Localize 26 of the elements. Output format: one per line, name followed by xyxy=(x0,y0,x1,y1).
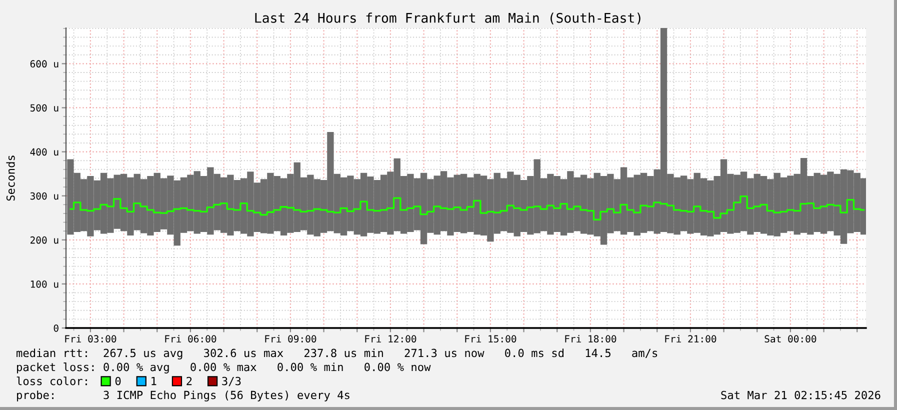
x-tick-label: Fri 12:00 xyxy=(365,334,416,343)
x-tick-label: Fri 21:00 xyxy=(665,334,716,343)
y-tick-label: 200 u xyxy=(30,236,58,244)
x-tick-label: Fri 03:00 xyxy=(65,334,116,343)
y-tick-label: 300 u xyxy=(30,192,58,200)
text: median rtt: 267.5 us avg 302.6 us max 237.8 us min 271.3 us now 0.0 ms sd 14.5 am/s xyxy=(16,348,658,360)
x-tick-label: Fri 15:00 xyxy=(465,334,516,343)
y-tick-label: 600 u xyxy=(30,60,58,68)
y-tick-label: 500 u xyxy=(30,104,58,112)
x-tick-label: Fri 06:00 xyxy=(165,334,216,343)
x-tick-label: Sat 00:00 xyxy=(764,335,816,343)
legend-label: 1 xyxy=(152,376,156,386)
legend-label: 3/3 xyxy=(222,376,241,386)
text: probe: 3 ICMP Echo Pings (56 Bytes) every 4s xyxy=(17,390,350,402)
y-tick-label: 0 xyxy=(54,324,58,332)
legend-label: 0 xyxy=(115,376,121,386)
y-tick-label: 400 u xyxy=(30,148,58,156)
legend-label: 2 xyxy=(186,376,192,386)
y-tick-label: 100 u xyxy=(30,280,58,288)
chart-title: Last 24 Hours from Frankfurt am Main (South-East) xyxy=(255,12,640,24)
text: packet loss: 0.00 % avg 0.00 % max 0.00 % min 0.00 % now xyxy=(17,362,431,374)
x-tick-label: Fri 09:00 xyxy=(265,334,316,343)
y-axis-title: Seconds xyxy=(6,156,15,201)
text: Sat Mar 21 02:15:45 2026 xyxy=(721,390,880,400)
legend-title: loss color: xyxy=(16,376,87,386)
x-tick-label: Fri 18:00 xyxy=(565,334,616,343)
